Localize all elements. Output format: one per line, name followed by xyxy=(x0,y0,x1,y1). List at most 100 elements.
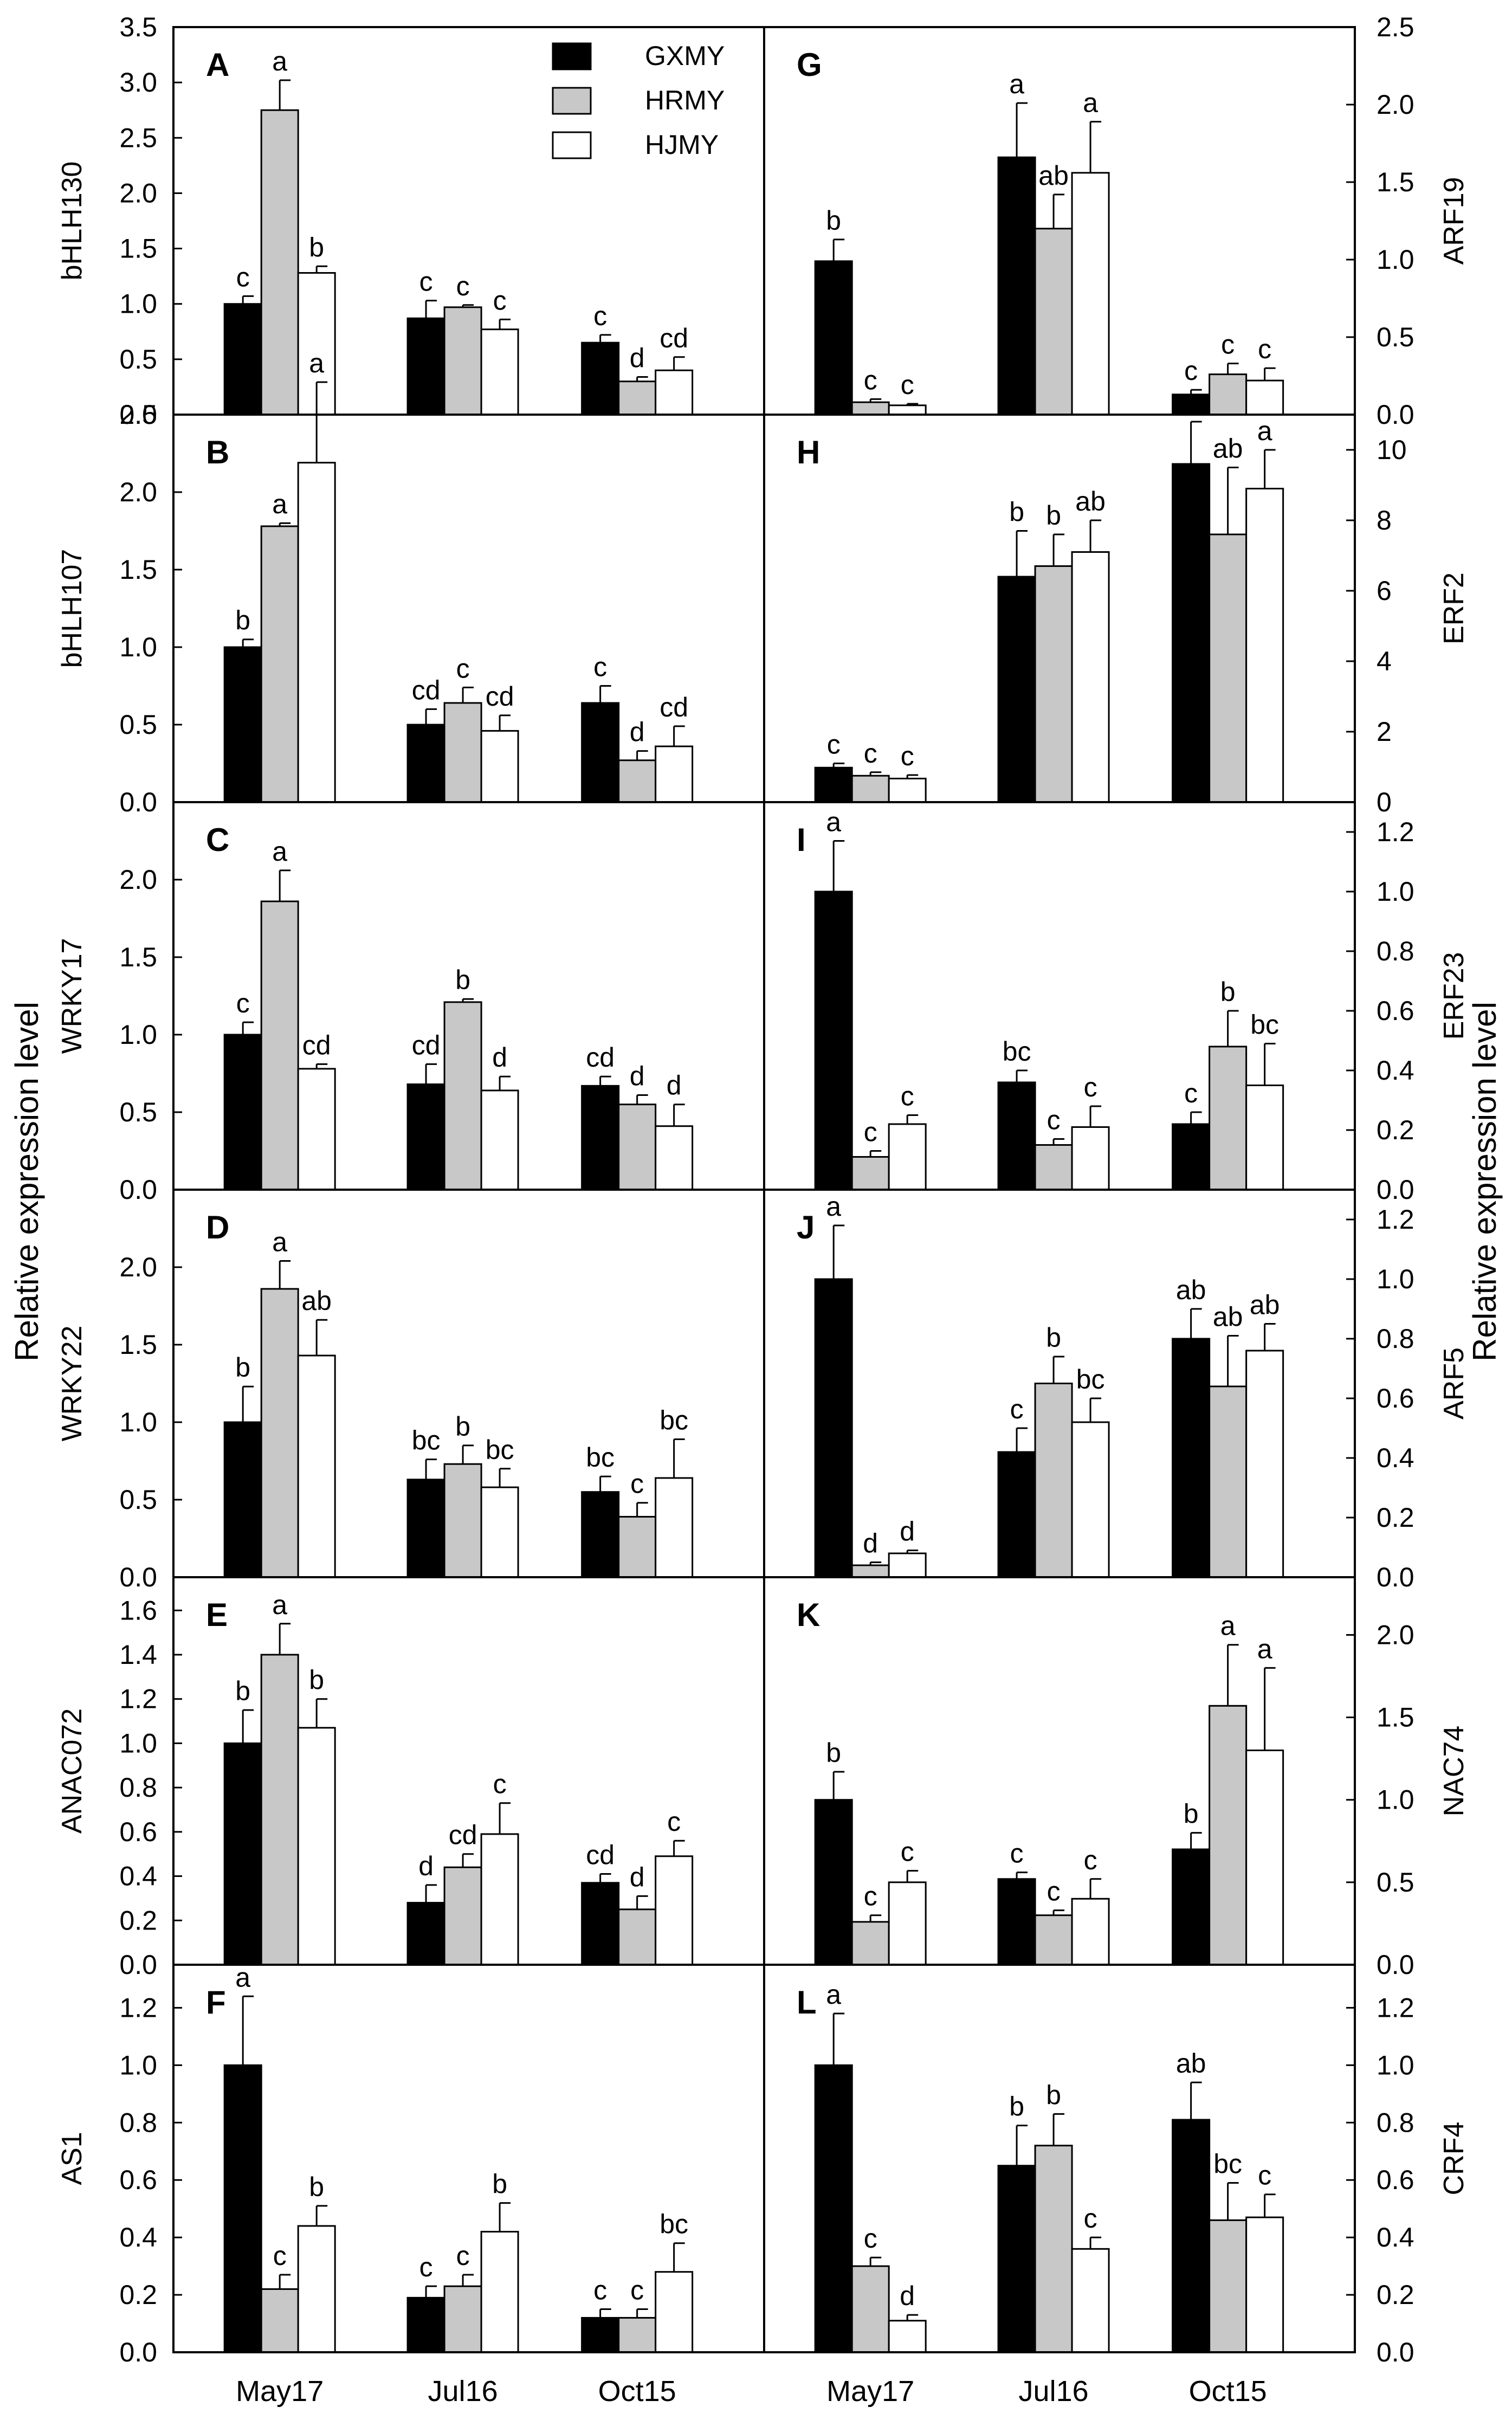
y-tick-label: 0.6 xyxy=(119,1817,157,1847)
bar-GXMY-Oct15 xyxy=(1172,463,1211,803)
significance-label: c xyxy=(901,741,914,771)
bar-GXMY-Oct15 xyxy=(1172,1338,1211,1578)
y-tick-label: 1.5 xyxy=(119,234,157,264)
significance-label: c xyxy=(901,1837,914,1867)
y-tick-label: 6 xyxy=(1377,576,1392,606)
bar-HRMY-May17 xyxy=(260,525,299,803)
significance-label: c xyxy=(630,2275,644,2306)
y-tick-label: 8 xyxy=(1377,505,1392,535)
bar-HJMY-Oct15 xyxy=(1245,488,1284,803)
y-tick-label: 1.0 xyxy=(119,2050,157,2080)
significance-label: a xyxy=(1257,416,1272,446)
panel-letter: C xyxy=(206,822,229,858)
bar-HRMY-Oct15 xyxy=(618,759,657,803)
bar-GXMY-Oct15 xyxy=(581,1085,620,1191)
significance-label: cd xyxy=(412,675,441,705)
bar-HJMY-Oct15 xyxy=(1245,1749,1284,1966)
bar-GXMY-May17 xyxy=(814,1799,853,1966)
bar-GXMY-Oct15 xyxy=(1172,1123,1211,1191)
significance-label: b xyxy=(1009,497,1024,527)
panel-letter: J xyxy=(797,1209,815,1246)
significance-label: bc xyxy=(586,1442,615,1473)
bar-GXMY-May17 xyxy=(223,303,262,416)
bar-GXMY-Oct15 xyxy=(1172,1848,1211,1966)
significance-label: ab xyxy=(1075,486,1106,517)
bar-GXMY-Jul16 xyxy=(997,1081,1036,1191)
legend-swatch-GXMY xyxy=(552,42,592,70)
bar-HRMY-Oct15 xyxy=(1209,1705,1248,1966)
bar-HJMY-Oct15 xyxy=(655,369,694,416)
significance-label: b xyxy=(826,205,841,236)
significance-label: c xyxy=(901,1081,914,1112)
significance-label: a xyxy=(1009,69,1024,99)
bar-HJMY-May17 xyxy=(297,462,336,803)
significance-label: c xyxy=(1010,1838,1024,1869)
y-tick-label: 10 xyxy=(1377,435,1407,465)
bar-GXMY-May17 xyxy=(223,1742,262,1966)
bar-HJMY-Jul16 xyxy=(1071,551,1110,803)
significance-label: d xyxy=(418,1851,434,1881)
significance-label: c xyxy=(493,1769,507,1799)
bar-HRMY-Jul16 xyxy=(1034,565,1073,803)
bar-GXMY-Jul16 xyxy=(997,1878,1036,1966)
y-tick-label: 0.2 xyxy=(1377,2280,1414,2310)
bar-GXMY-Jul16 xyxy=(997,1451,1036,1578)
significance-label: c xyxy=(419,2252,433,2282)
panel-L: 0.00.20.40.60.81.01.2ababcbbcdccLCRF4May… xyxy=(763,1964,1470,2408)
legend: GXMY HRMY HJMY xyxy=(552,41,725,160)
y-tick-label: 0.0 xyxy=(1377,399,1414,430)
significance-label: a xyxy=(272,1227,287,1257)
y-tick-label: 1.0 xyxy=(1377,876,1414,907)
significance-label: c xyxy=(593,301,607,331)
bar-HRMY-May17 xyxy=(260,900,299,1191)
significance-label: c xyxy=(1084,1845,1097,1875)
bar-HJMY-May17 xyxy=(888,2320,927,2353)
bar-HRMY-May17 xyxy=(260,109,299,416)
bar-GXMY-Jul16 xyxy=(406,1902,445,1966)
panel-letter: F xyxy=(206,1984,226,2021)
y-tick-label: 2.0 xyxy=(119,477,157,507)
y-tick-label: 1.2 xyxy=(1377,1992,1414,2023)
significance-label: d xyxy=(630,343,645,373)
significance-label: c xyxy=(593,652,607,682)
bar-HJMY-Jul16 xyxy=(480,1833,519,1966)
y-tick-label: 0.8 xyxy=(1377,936,1414,966)
y-tick-label: 1.4 xyxy=(119,1640,157,1670)
y-tick-label: 0.6 xyxy=(1377,1383,1414,1414)
significance-label: b xyxy=(1046,500,1061,531)
bar-HRMY-Jul16 xyxy=(443,1463,482,1578)
panel-letter: G xyxy=(797,47,822,83)
bar-GXMY-May17 xyxy=(814,260,853,416)
y-tick-label: 1.0 xyxy=(119,289,157,319)
significance-label: a xyxy=(1257,1634,1272,1664)
bar-GXMY-Jul16 xyxy=(997,156,1036,416)
bar-GXMY-May17 xyxy=(814,766,853,803)
significance-label: ab xyxy=(1038,160,1069,191)
significance-label: b xyxy=(1184,1799,1199,1829)
gene-label: WRKY17 xyxy=(56,938,88,1054)
bar-HJMY-Jul16 xyxy=(480,1089,519,1191)
panel-letter: E xyxy=(206,1597,228,1633)
significance-label: b xyxy=(826,1738,841,1768)
significance-label: a xyxy=(826,1191,841,1222)
significance-label: ab xyxy=(1176,1275,1206,1305)
gene-label: WRKY22 xyxy=(56,1326,88,1442)
y-tick-label: 0.4 xyxy=(119,1861,157,1892)
bar-HJMY-May17 xyxy=(888,1552,927,1578)
significance-label: c xyxy=(273,2241,287,2271)
significance-label: bc xyxy=(660,2209,688,2240)
panel-letter: H xyxy=(797,434,820,470)
significance-label: cd xyxy=(486,681,514,712)
significance-label: c xyxy=(864,365,877,395)
significance-label: b xyxy=(309,232,324,262)
significance-label: d xyxy=(863,1528,878,1559)
bar-HRMY-Jul16 xyxy=(443,1866,482,1966)
y-tick-label: 1.2 xyxy=(119,1684,157,1714)
bar-HRMY-Oct15 xyxy=(1209,2219,1248,2353)
bar-GXMY-May17 xyxy=(814,2064,853,2353)
bar-HRMY-Oct15 xyxy=(1209,1385,1248,1578)
significance-label: a xyxy=(1220,1611,1236,1641)
bar-GXMY-May17 xyxy=(814,1278,853,1578)
